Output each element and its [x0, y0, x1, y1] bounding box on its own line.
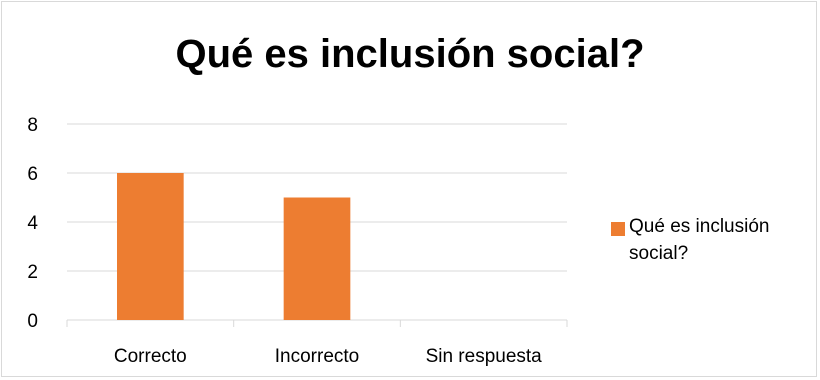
legend-swatch: [611, 222, 625, 236]
bars: [117, 173, 351, 320]
y-axis-tick-labels: 0 2 4 6 8: [27, 115, 38, 332]
chart-title: Qué es inclusión social?: [175, 32, 645, 76]
legend-label: Qué es inclusión social?: [629, 216, 770, 264]
axes: [66, 319, 568, 327]
x-tick-label: Correcto: [114, 346, 187, 367]
y-tick-label: 0: [27, 311, 38, 332]
legend: Qué es inclusión social?: [607, 213, 812, 267]
bar-incorrecto: [283, 197, 351, 320]
bar-correcto: [117, 173, 184, 320]
x-axis-tick-labels: Correcto Incorrecto Sin respuesta: [114, 346, 542, 367]
y-tick-label: 2: [27, 262, 38, 283]
y-tick-label: 4: [27, 213, 38, 234]
y-tick-label: 8: [27, 115, 38, 136]
x-tick-label: Incorrecto: [275, 346, 359, 367]
x-tick-label: Sin respuesta: [426, 346, 543, 367]
y-tick-label: 6: [27, 164, 38, 185]
